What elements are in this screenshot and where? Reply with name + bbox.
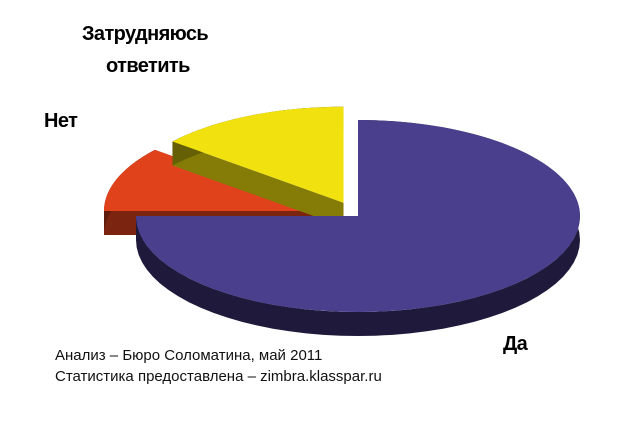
slice-label-unsure-line2: ответить bbox=[106, 55, 190, 77]
slice-label-unsure-line1: Затрудняюсь bbox=[82, 23, 208, 45]
source-caption-analysis: Анализ – Бюро Соломатина, май 2011 bbox=[55, 347, 323, 364]
slice-label-no: Нет bbox=[44, 110, 78, 132]
slice-label-yes: Да bbox=[503, 333, 529, 355]
slice-wall-unsure-0 bbox=[172, 141, 344, 227]
slice-yes bbox=[136, 120, 580, 312]
slice-unsure bbox=[172, 106, 344, 203]
pie-slices bbox=[104, 106, 580, 336]
source-caption-statistics: Статистика предоставлена – zimbra.klassp… bbox=[55, 368, 382, 385]
